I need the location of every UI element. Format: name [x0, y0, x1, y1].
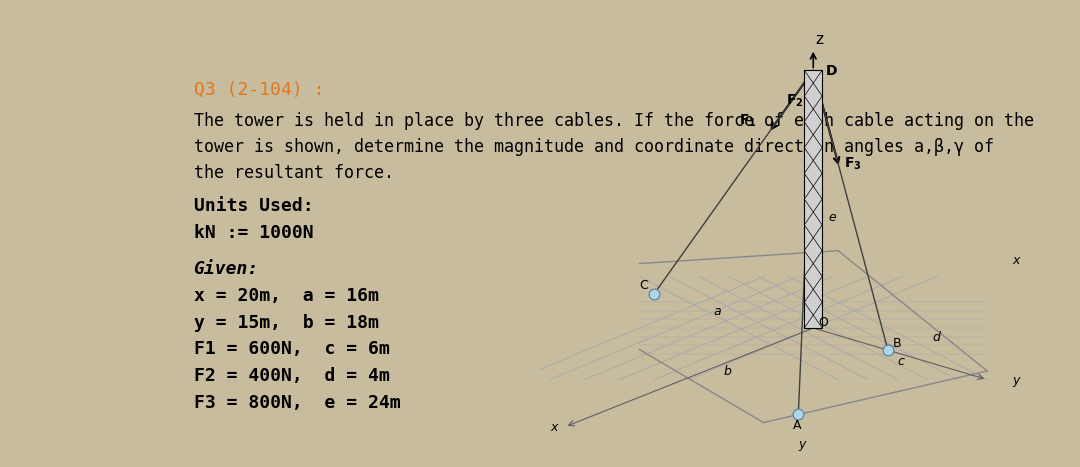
Text: D: D — [826, 64, 837, 78]
Text: $\mathbf{F_3}$: $\mathbf{F_3}$ — [845, 156, 862, 172]
Text: y: y — [798, 439, 806, 451]
Text: c: c — [897, 354, 905, 368]
Text: Units Used:: Units Used: — [193, 197, 313, 215]
Text: z: z — [815, 33, 824, 48]
Text: x: x — [550, 421, 557, 434]
Text: kN := 1000N: kN := 1000N — [193, 224, 313, 241]
Text: F2 = 400N,  d = 4m: F2 = 400N, d = 4m — [193, 368, 390, 385]
Text: B: B — [893, 337, 902, 350]
Text: x: x — [1012, 254, 1020, 267]
Text: F3 = 800N,  e = 24m: F3 = 800N, e = 24m — [193, 395, 401, 412]
Text: b: b — [724, 365, 731, 378]
Text: Given:: Given: — [193, 260, 259, 277]
Text: The tower is held in place by three cables. If the force of each cable acting on: The tower is held in place by three cabl… — [193, 112, 1034, 130]
Text: x = 20m,  a = 16m: x = 20m, a = 16m — [193, 287, 378, 304]
Text: $\mathbf{F_2}$: $\mathbf{F_2}$ — [786, 92, 804, 109]
Text: tower is shown, determine the magnitude and coordinate direction angles a,β,γ of: tower is shown, determine the magnitude … — [193, 138, 994, 156]
Text: F1 = 600N,  c = 6m: F1 = 600N, c = 6m — [193, 340, 390, 359]
Text: e: e — [828, 211, 836, 224]
Text: $\mathbf{F_1}$: $\mathbf{F_1}$ — [739, 112, 757, 128]
Point — [789, 410, 807, 417]
Text: y: y — [1012, 374, 1020, 387]
Point — [646, 290, 663, 297]
Text: a: a — [714, 305, 721, 318]
Text: the resultant force.: the resultant force. — [193, 163, 393, 182]
Text: O: O — [819, 316, 828, 329]
Text: d: d — [932, 331, 941, 344]
Point — [879, 346, 896, 353]
Text: y = 15m,  b = 18m: y = 15m, b = 18m — [193, 313, 378, 332]
Text: A: A — [794, 419, 801, 432]
Bar — [805, 70, 822, 328]
Text: Q3 (2-104) :: Q3 (2-104) : — [193, 81, 324, 99]
Text: C: C — [639, 279, 648, 292]
